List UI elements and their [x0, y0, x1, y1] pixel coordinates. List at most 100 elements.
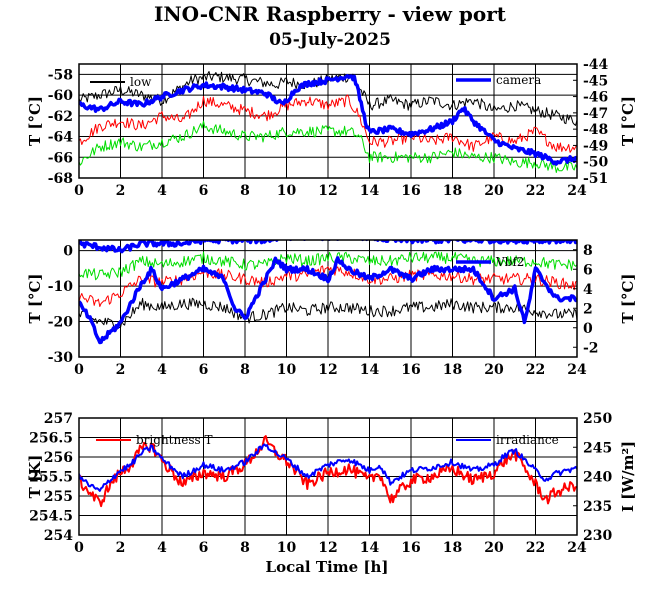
chart-title: INO-CNR Raspberry - view port	[154, 2, 507, 26]
x-tick-label: 16	[401, 540, 420, 556]
series-line-low	[79, 71, 577, 126]
x-tick-label: 12	[318, 362, 337, 378]
legend-label: brightness T	[136, 433, 212, 447]
series-group	[79, 71, 577, 173]
chart-panel-1: 0 2 4 6 8 10 12 14 16 18 20 22 24-68-66-64-62-60-58-…	[26, 57, 637, 199]
y-tick-label-right: -44	[583, 57, 609, 73]
chart-panel-2: 0 2 4 6 8 10 12 14 16 18 20 22 24-30-20-100-202468T …	[26, 239, 637, 378]
y-tick-label-left: -64	[48, 130, 74, 146]
y-tick-label-left: -60	[48, 88, 74, 104]
y-axis-label-right: I [W/m²]	[619, 441, 637, 512]
series-line-brightness-t	[79, 435, 577, 508]
y-tick-label-left: 257	[44, 411, 73, 427]
y-axis-label-left: T [K]	[26, 455, 44, 499]
y-tick-label-left: -20	[48, 315, 74, 331]
x-tick-label: 0	[74, 540, 84, 556]
x-tick-label: 20	[484, 540, 504, 556]
y-tick-label-right: 2	[583, 301, 593, 317]
y-tick-label-right: -49	[583, 138, 608, 154]
x-tick-label: 24	[567, 362, 587, 378]
series-line-unnamed-1	[79, 94, 577, 153]
y-axis-label-right: T [°C]	[619, 96, 637, 146]
y-tick-label-right: 250	[583, 411, 612, 427]
x-tick-label: 4	[157, 540, 167, 556]
y-tick-label-right: 235	[583, 499, 612, 515]
y-tick-label-left: -30	[48, 350, 74, 366]
x-tick-label: 18	[443, 183, 462, 199]
y-tick-label-right: 240	[583, 470, 612, 486]
y-tick-label-left: 254	[44, 528, 73, 544]
y-tick-label-right: 8	[583, 243, 593, 259]
x-tick-label: 22	[526, 183, 545, 199]
x-tick-label: 14	[360, 362, 380, 378]
y-tick-label-left: 255	[44, 489, 73, 505]
series-line-unnamed-2	[79, 251, 577, 281]
y-tick-label-right: -2	[583, 340, 599, 356]
series-line-unnamed-0	[79, 297, 577, 331]
chart-panel-3: 0 2 4 6 8 10 12 14 16 18 20 22 24254254.5255255.5256…	[26, 411, 637, 556]
x-tick-label: 18	[443, 540, 462, 556]
x-tick-label: 18	[443, 362, 462, 378]
series-line-unnamed-2	[79, 120, 577, 173]
y-tick-label-left: -58	[48, 67, 73, 83]
x-tick-label: 8	[240, 540, 250, 556]
y-tick-label-left: -68	[48, 171, 73, 187]
x-tick-label: 6	[199, 183, 209, 199]
x-tick-label: 10	[277, 183, 297, 199]
x-tick-label: 0	[74, 183, 84, 199]
y-tick-label-right: 4	[583, 282, 593, 298]
x-tick-label: 6	[199, 540, 209, 556]
y-tick-label-left: 254.5	[29, 509, 73, 525]
x-tick-label: 6	[199, 362, 209, 378]
y-tick-label-right: -47	[583, 106, 608, 122]
x-tick-label: 10	[277, 540, 297, 556]
x-tick-label: 4	[157, 362, 167, 378]
y-tick-label-left: -66	[48, 150, 73, 166]
x-tick-label: 22	[526, 540, 545, 556]
x-tick-label: 10	[277, 362, 297, 378]
y-tick-label-left: -62	[48, 109, 73, 125]
legend-label: low	[130, 75, 152, 89]
series-group	[79, 435, 577, 508]
y-axis-label-right: T [°C]	[619, 273, 637, 323]
x-tick-label: 8	[240, 362, 250, 378]
x-tick-label: 22	[526, 362, 545, 378]
series-line-unnamed-3	[79, 240, 577, 254]
x-tick-label: 12	[318, 540, 337, 556]
series-line-irradiance	[79, 443, 577, 492]
legend-label: irradiance	[496, 433, 559, 447]
y-tick-label-right: -48	[583, 122, 608, 138]
y-tick-label-right: 0	[583, 321, 593, 337]
y-tick-label-right: -50	[583, 155, 609, 171]
x-tick-label: 14	[360, 183, 380, 199]
x-tick-label: 2	[116, 540, 126, 556]
x-tick-label: 24	[567, 540, 587, 556]
x-tick-label: 20	[484, 362, 504, 378]
y-axis-label-left: T [°C]	[26, 273, 44, 323]
y-tick-label-left: 256.5	[29, 431, 73, 447]
y-tick-label-left: -10	[48, 279, 74, 295]
chart-subtitle: 05-July-2025	[269, 30, 391, 50]
y-tick-label-right: 6	[583, 262, 593, 278]
y-tick-label-right: -45	[583, 73, 608, 89]
x-tick-label: 12	[318, 183, 337, 199]
x-tick-label: 8	[240, 183, 250, 199]
x-axis-label: Local Time [h]	[266, 558, 389, 576]
x-tick-label: 4	[157, 183, 167, 199]
x-tick-label: 16	[401, 183, 420, 199]
legend-label: camera	[496, 73, 541, 87]
y-axis-label-left: T [°C]	[26, 96, 44, 146]
x-tick-label: 0	[74, 362, 84, 378]
series-line-camera	[79, 74, 577, 166]
x-tick-label: 24	[567, 183, 587, 199]
series-group	[79, 240, 577, 345]
y-tick-label-right: -51	[583, 171, 608, 187]
x-tick-label: 20	[484, 183, 504, 199]
y-tick-label-right: -46	[583, 90, 608, 106]
series-line-unnamed-1	[79, 265, 577, 307]
series-line-vbf2	[79, 256, 577, 345]
x-tick-label: 2	[116, 183, 126, 199]
y-tick-label-left: 255.5	[29, 470, 73, 486]
x-tick-label: 14	[360, 540, 380, 556]
